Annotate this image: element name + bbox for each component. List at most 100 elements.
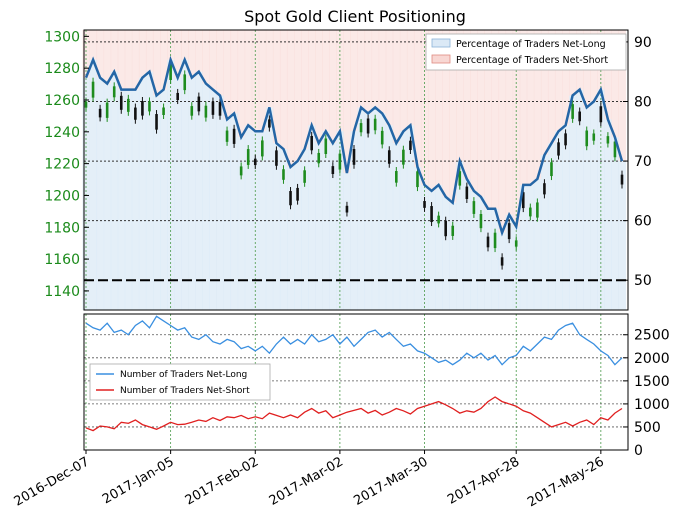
candle-body [599, 106, 603, 123]
candle-body [225, 130, 229, 142]
net-long-fill-bar [343, 172, 351, 310]
net-long-fill-bar [463, 178, 471, 310]
net-short-fill-bar [251, 30, 260, 132]
net-long-fill-bar [131, 89, 140, 311]
candle-body [373, 118, 377, 131]
net-short-fill-bar [160, 30, 168, 90]
net-long-fill-bar [294, 161, 302, 310]
candle-body [359, 123, 363, 133]
net-short-fill-bar [385, 30, 394, 126]
net-long-fill-bar [562, 125, 570, 310]
date-tick-label: 2017-Feb-02 [183, 454, 262, 508]
net-short-fill-bar [96, 30, 105, 78]
net-short-fill-bar [301, 30, 309, 150]
date-tick-label: 2017-Apr-28 [445, 454, 522, 507]
candle-body [218, 101, 222, 116]
ratio-tick-label: 90 [634, 35, 652, 51]
candle-body [134, 107, 137, 120]
net-short-fill-bar [131, 30, 140, 90]
net-long-fill-bar [195, 71, 203, 311]
net-long-fill-bar [138, 77, 147, 310]
traders-tick-label: 500 [634, 420, 661, 436]
net-short-fill-bar [435, 30, 443, 185]
candle-body [112, 86, 116, 98]
candle-body [514, 240, 518, 247]
net-short-fill-bar [512, 30, 521, 227]
candle-body [338, 153, 342, 170]
net-long-fill-bar [272, 143, 281, 310]
net-short-fill-bar [223, 30, 232, 120]
candle-body [465, 186, 469, 199]
net-short-fill-bar [392, 30, 401, 144]
net-long-fill-bar [371, 107, 380, 310]
candle-body [409, 140, 412, 151]
net-long-fill-bar [286, 167, 295, 310]
net-short-fill-bar [152, 30, 161, 96]
legend-top: Percentage of Traders Net-Long Percentag… [425, 33, 627, 71]
candle-body [162, 107, 165, 115]
net-short-fill-bar [491, 30, 500, 209]
candle-body [423, 201, 426, 208]
candle-body [310, 135, 313, 151]
net-short-fill-bar [547, 30, 556, 144]
candle-body [387, 150, 391, 164]
net-short-fill-bar [167, 30, 175, 60]
ratio-tick-label: 80 [634, 94, 652, 110]
candle-body [571, 104, 574, 119]
net-long-fill-bar [399, 131, 408, 310]
net-short-fill-bar [195, 30, 203, 72]
net-long-fill-bar [82, 77, 91, 310]
net-short-fill-bar [618, 30, 627, 162]
net-long-fill-bar [554, 131, 563, 310]
net-short-fill-bar [406, 30, 415, 126]
net-long-fill-bar [188, 77, 196, 310]
net-long-fill-bar [308, 125, 316, 310]
net-short-fill-bar [399, 30, 408, 132]
price-tick-label: 1180 [44, 220, 80, 236]
candle-body [84, 101, 88, 108]
net-short-fill-bar [174, 30, 182, 78]
net-short-fill-bar [540, 30, 549, 156]
price-tick-label: 1240 [44, 125, 80, 141]
net-short-fill-bar [286, 30, 295, 168]
net-long-fill-bar [103, 83, 112, 310]
legend-bottom-box [89, 363, 271, 401]
net-long-fill-bar [237, 137, 246, 310]
net-long-fill-bar [583, 107, 591, 310]
net-short-fill-bar [329, 30, 337, 144]
net-long-percentage-line [84, 55, 624, 237]
net-long-fill-bar [484, 208, 493, 310]
net-short-fill-bar [371, 30, 380, 108]
candle-body [430, 206, 433, 223]
candle-body [606, 136, 610, 144]
net-long-fill-bar [470, 190, 478, 310]
price-panel-frame [83, 29, 629, 311]
net-long-fill-bar [279, 149, 288, 310]
net-short-fill-bar [188, 30, 196, 78]
net-short-fill-bar [343, 30, 351, 173]
net-long-fill-bar [526, 184, 535, 310]
net-short-fill-bar [265, 30, 274, 108]
net-short-fill-bar [181, 30, 189, 60]
net-short-fill-bar [505, 30, 514, 215]
traders-tick-label: 2000 [634, 351, 670, 367]
net-short-fill-bar [449, 30, 457, 203]
traders-tick-label: 0 [634, 443, 643, 459]
net-short-fill-bar [272, 30, 281, 144]
candle-body [345, 205, 349, 213]
legend-short-swatch [431, 54, 451, 64]
net-long-fill-bar [251, 131, 260, 310]
candle-body [352, 148, 356, 165]
candle-body [141, 101, 144, 116]
net-short-fill-bar [279, 30, 288, 150]
legend-bottom: Number of Traders Net-Long Number of Tra… [89, 363, 271, 401]
net-long-fill-bar [223, 119, 232, 311]
ratio-tick-label: 70 [634, 154, 652, 170]
net-short-fill-bar [322, 30, 330, 132]
candle-body [550, 162, 553, 177]
ratio-tick-label: 60 [634, 214, 652, 230]
net-short-fill-bar [554, 30, 563, 132]
net-long-fill-bar [89, 59, 98, 311]
